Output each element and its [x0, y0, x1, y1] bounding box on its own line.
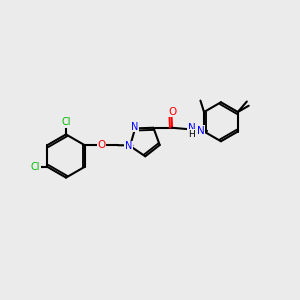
Text: N: N — [188, 123, 196, 133]
Text: O: O — [97, 140, 105, 150]
Text: N: N — [125, 141, 132, 151]
Text: Cl: Cl — [61, 117, 71, 128]
Text: N: N — [131, 122, 138, 132]
Text: O: O — [168, 107, 176, 117]
Text: N: N — [196, 126, 204, 136]
Text: H: H — [188, 130, 195, 139]
Text: Cl: Cl — [31, 162, 40, 172]
